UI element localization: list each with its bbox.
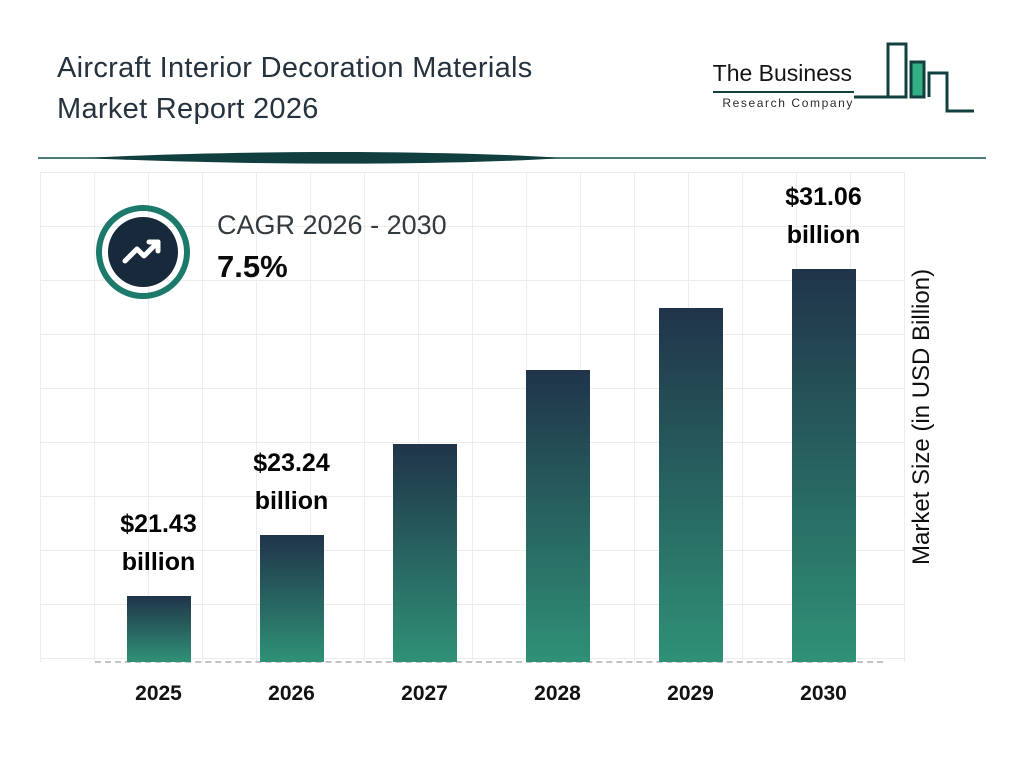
bar-2025 — [126, 596, 191, 662]
page-title: Aircraft Interior Decoration Materials M… — [57, 48, 533, 129]
bar-value-label: $21.43 billion — [120, 509, 197, 577]
x-axis-label: 2029 — [667, 682, 714, 705]
bar-chart: $21.43 billion 2025 $23.24 billion 2026 2027 20… — [40, 172, 905, 710]
page-title-line2: Market Report 2026 — [57, 92, 319, 125]
cagr-label: CAGR 2026 - 2030 — [217, 210, 447, 240]
bar-2027 — [392, 444, 457, 662]
bar-column: 2027 — [358, 172, 491, 710]
bar-value-label: $23.24 billion — [253, 448, 330, 516]
bar-column: $21.43 billion 2025 — [92, 172, 225, 710]
bar-column: $23.24 billion 2026 — [225, 172, 358, 710]
x-axis-label: 2026 — [268, 682, 315, 705]
company-logo-subtitle: Research Company — [722, 96, 854, 110]
bar-2028 — [525, 370, 590, 662]
x-axis-label: 2030 — [800, 682, 847, 705]
cagr-badge: CAGR 2026 - 2030 7.5% — [95, 204, 447, 300]
divider-ornament — [38, 152, 986, 164]
bar-2026 — [259, 535, 324, 662]
chart-baseline — [95, 661, 883, 663]
company-logo: The Business Research Company — [712, 42, 974, 122]
x-axis-label: 2025 — [135, 682, 182, 705]
bar-chart-logo-icon — [854, 42, 974, 113]
x-axis-label: 2028 — [534, 682, 581, 705]
y-axis-label: Market Size (in USD Billion) — [908, 268, 935, 566]
bar-column: 2028 — [491, 172, 624, 710]
bar-value-label: $31.06 billion — [785, 182, 862, 250]
bar-2030 — [791, 269, 856, 662]
company-logo-name: The Business — [712, 60, 854, 93]
x-axis-label: 2027 — [401, 682, 448, 705]
company-logo-text: The Business Research Company — [712, 60, 854, 110]
page-title-line1: Aircraft Interior Decoration Materials — [57, 52, 533, 84]
trending-up-icon — [96, 205, 190, 299]
cagr-text: CAGR 2026 - 2030 7.5% — [217, 210, 447, 300]
cagr-value: 7.5% — [217, 249, 288, 284]
bar-columns: $21.43 billion 2025 $23.24 billion 2026 2027 20… — [92, 172, 890, 710]
bar-column: $31.06 billion 2030 — [757, 172, 890, 710]
bar-column: 2029 — [624, 172, 757, 710]
bar-2029 — [658, 308, 723, 662]
